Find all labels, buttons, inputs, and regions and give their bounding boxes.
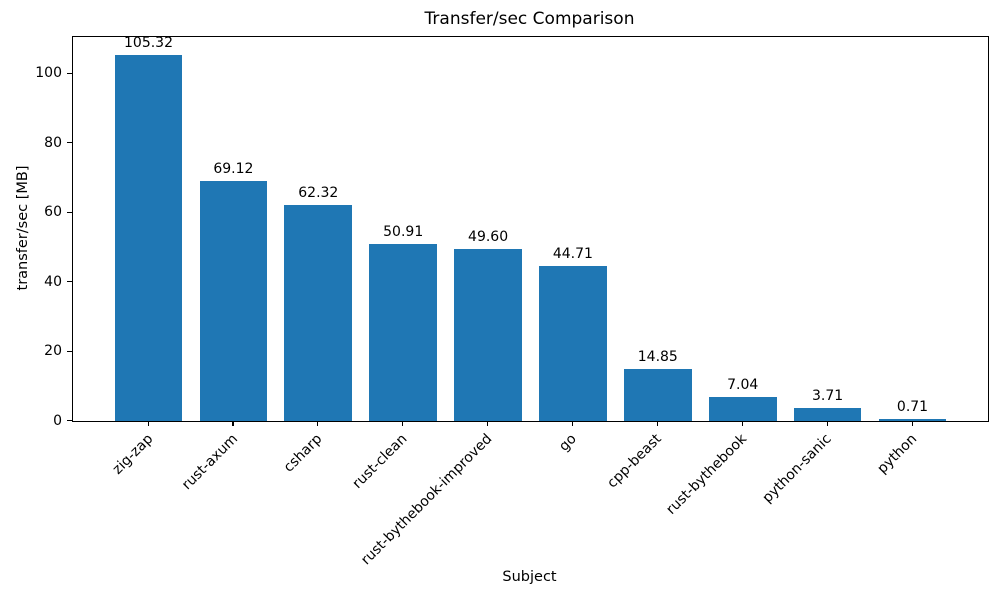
bar <box>539 265 607 421</box>
x-tick-mark <box>232 421 234 426</box>
x-tick-label: rust-axum <box>178 431 241 494</box>
y-tick-label: 0 <box>53 412 62 429</box>
x-tick-label: python <box>873 431 920 477</box>
bar-value-label: 105.32 <box>124 35 173 52</box>
x-axis-label: Subject <box>502 569 557 585</box>
bar <box>793 408 862 421</box>
x-tick-mark <box>402 421 404 426</box>
bar <box>454 248 522 421</box>
x-tick-mark <box>656 421 658 426</box>
bar-value-label: 14.85 <box>637 349 678 366</box>
bar <box>284 204 353 421</box>
x-tick-label: go <box>556 431 581 455</box>
x-tick-label: zig-zap <box>109 431 156 478</box>
bar <box>708 396 777 421</box>
y-tick-mark <box>67 142 72 144</box>
x-tick-mark <box>487 421 489 426</box>
y-tick-mark <box>67 350 72 352</box>
y-tick-mark <box>67 281 72 283</box>
x-tick-label: rust-clean <box>349 431 411 492</box>
y-tick-mark <box>67 420 72 422</box>
x-tick-mark <box>741 421 743 426</box>
y-tick-label: 20 <box>44 343 62 360</box>
bar <box>369 244 438 421</box>
bar-value-label: 50.91 <box>383 224 424 241</box>
bar <box>199 181 268 421</box>
y-tick-label: 40 <box>44 273 62 290</box>
x-tick-mark <box>571 421 574 426</box>
bar-value-label: 0.71 <box>896 398 929 415</box>
y-axis-label: transfer/sec [MB] <box>15 165 31 291</box>
x-tick-mark <box>826 421 828 426</box>
bar-value-label: 44.71 <box>552 245 593 262</box>
chart-title: Transfer/sec Comparison <box>424 9 635 29</box>
bar <box>878 418 947 421</box>
x-tick-label: rust-bythebook <box>663 431 751 518</box>
bar-value-label: 69.12 <box>213 161 254 177</box>
y-tick-mark <box>67 72 72 74</box>
bar-value-label: 49.60 <box>468 228 509 245</box>
bar-value-label: 3.71 <box>812 388 844 405</box>
x-tick-mark <box>147 421 149 426</box>
x-tick-label: cpp-beast <box>604 431 666 492</box>
x-tick-mark <box>317 421 319 426</box>
bar <box>623 369 692 421</box>
x-tick-mark <box>911 421 913 426</box>
plot-area: 105.32 69.12 62.32 50.91 49.60 44.71 14.85 7.04… <box>72 35 989 422</box>
bar-value-label: 7.04 <box>727 376 759 393</box>
y-tick-label: 80 <box>44 134 62 151</box>
bar-value-label: 62.32 <box>298 184 339 201</box>
x-tick-label: csharp <box>280 431 326 476</box>
y-tick-label: 100 <box>35 65 62 82</box>
bar <box>114 55 183 421</box>
y-tick-label: 60 <box>44 204 62 221</box>
x-tick-label: python-sanic <box>759 431 835 507</box>
y-tick-mark <box>67 211 72 213</box>
